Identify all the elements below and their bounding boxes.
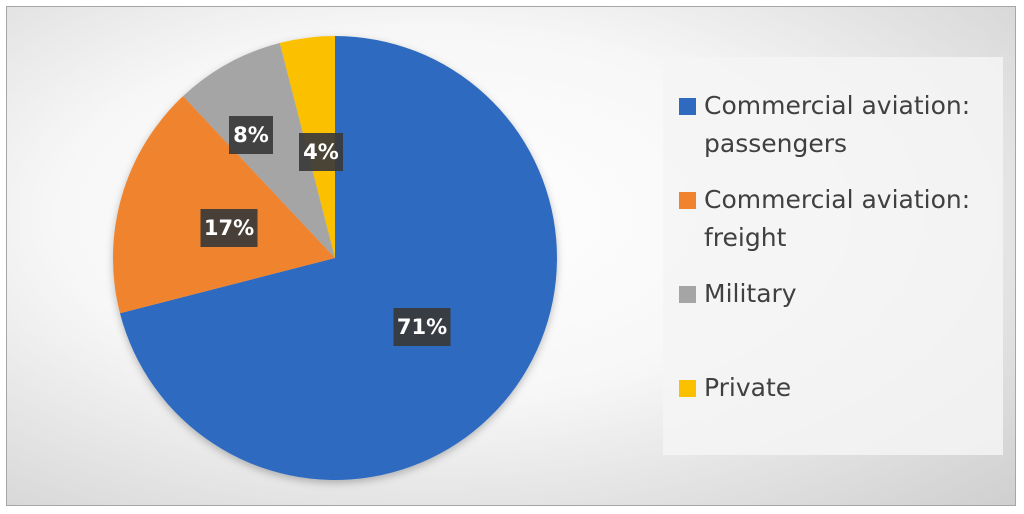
legend-swatch-commercial-freight [679, 192, 696, 209]
legend-label-private: Private [704, 373, 792, 402]
data-labels: 71% 17% 8% 4% [200, 116, 451, 346]
data-label-text-private: 4% [303, 140, 339, 164]
legend-label-commercial-freight: Commercial aviation: freight [704, 185, 971, 252]
data-label-text-commercial-passengers: 71% [397, 315, 447, 339]
legend-entry-military: Military [679, 275, 999, 313]
data-label-box-private [299, 133, 343, 171]
data-label-commercial-freight: 17% [200, 209, 258, 247]
legend-entry-commercial-freight: Commercial aviation: freight [679, 181, 999, 257]
chart-frame: 71% 17% 8% 4% Commercial aviation: passenge… [6, 6, 1016, 506]
data-label-text-military: 8% [233, 123, 269, 147]
data-label-commercial-passengers: 71% [393, 308, 451, 346]
pie-slices [112, 36, 557, 481]
legend: Commercial aviation: passengers Commerci… [663, 57, 1003, 455]
pie-slice-commercial-freight [112, 96, 335, 314]
pie-slice-commercial-passengers [119, 36, 557, 481]
legend-label-commercial-passengers: Commercial aviation: passengers [704, 91, 971, 158]
data-label-text-commercial-freight: 17% [204, 216, 254, 240]
data-label-private: 4% [299, 133, 343, 171]
legend-swatch-private [679, 380, 696, 397]
data-label-box-commercial-passengers [393, 308, 451, 346]
legend-swatch-commercial-passengers [679, 98, 696, 115]
data-label-box-commercial-freight [200, 209, 258, 247]
legend-entry-commercial-passengers: Commercial aviation: passengers [679, 87, 999, 163]
legend-swatch-military [679, 286, 696, 303]
data-label-military: 8% [229, 116, 273, 154]
data-label-box-military [229, 116, 273, 154]
legend-label-military: Military [704, 279, 797, 308]
legend-entry-private: Private [679, 369, 999, 407]
pie-chart: 71% 17% 8% 4% [112, 36, 557, 481]
